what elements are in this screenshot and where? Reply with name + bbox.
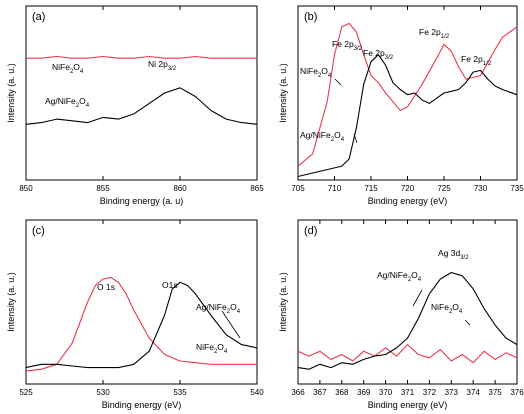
x-tick-label: 373 (445, 388, 459, 397)
x-tick-label: 375 (488, 388, 502, 397)
annotation-label: Fe 2p1/2 (419, 27, 450, 40)
x-tick-label: 530 (96, 388, 110, 397)
series-line-black (297, 271, 518, 370)
y-axis-label: Intensity (a. u.) (6, 272, 16, 332)
x-tick-label: 374 (467, 388, 481, 397)
plot-frame (25, 5, 258, 181)
x-tick-label: 376 (510, 388, 524, 397)
annotation-label: Ag/NiFe2O4 (196, 302, 241, 315)
annotation-label: Ag 3d3/2 (438, 248, 469, 261)
y-axis-label: Intensity (a. u.) (278, 272, 288, 332)
annotation-leader (464, 319, 471, 326)
x-tick-label: 370 (379, 388, 393, 397)
series-line-black (297, 54, 518, 178)
x-tick-label: 855 (96, 184, 110, 193)
annotation-label: O1s (162, 280, 178, 290)
series-line-black (25, 87, 258, 125)
x-tick-label: 535 (173, 388, 187, 397)
plot-frame (297, 5, 518, 181)
plot-frame (25, 219, 258, 385)
annotation-leader (412, 289, 423, 307)
panel-a: (a) 850 855 860 865 Binding energy (a. u) Inte… (6, 5, 264, 206)
x-tick-label: 367 (313, 388, 327, 397)
x-tick-label: 730 (474, 184, 488, 193)
annotation-label: Ni 2p3/2 (148, 59, 177, 72)
x-tick-label: 715 (364, 184, 378, 193)
annotation-label: NiFe2O4 (300, 66, 332, 79)
x-tick-label: 735 (510, 184, 524, 193)
x-axis-label: Binding energy (a. u) (100, 196, 184, 206)
x-tick-label: 540 (250, 388, 264, 397)
series-line-red (26, 55, 257, 59)
y-axis-label: Intensity (a. u.) (6, 63, 16, 123)
y-axis-label: Intensity (a. u.) (278, 63, 288, 123)
x-tick-label: 725 (437, 184, 451, 193)
x-tick-label: 865 (250, 184, 264, 193)
annotation-leader (353, 133, 358, 144)
panel-label: (a) (32, 11, 45, 23)
annotation-label: Ag/NiFe2O4 (377, 270, 422, 283)
x-tick-label: 372 (423, 388, 437, 397)
panel-b: (b) 705 710 715 720 725 730 735 Binding energy (… (278, 5, 524, 206)
x-tick-label: 366 (291, 388, 305, 397)
x-tick-label: 369 (357, 388, 371, 397)
annotation-label: O 1s (97, 282, 115, 292)
annotation-label: Fe 2p3/2 (332, 39, 363, 52)
annotation-label: Ag/NiFe2O4 (300, 130, 345, 143)
annotation-label: Fe 2p1/2 (461, 54, 492, 67)
x-tick-label: 525 (19, 388, 33, 397)
panel-d: (d) 366 367 368 369 370 371 372 373 374 375 376 Bind… (278, 219, 524, 410)
series-line-red (25, 276, 257, 372)
series-line-black (25, 281, 258, 369)
annotation-label: Fe 2p3/2 (363, 48, 394, 61)
x-tick-label: 368 (335, 388, 349, 397)
x-tick-label: 371 (401, 388, 415, 397)
panel-label: (c) (32, 225, 45, 237)
x-axis-label: Binding energy (eV) (368, 400, 448, 410)
x-axis-label: Binding energy (eV) (368, 196, 448, 206)
panel-c: (c) 525 530 535 540 Binding energy (eV) Intens… (6, 219, 264, 410)
x-axis-label: Binding energy (eV) (102, 400, 182, 410)
x-tick-label: 860 (173, 184, 187, 193)
annotation-label: Ag/NiFe2O4 (45, 96, 90, 109)
annotation-label: NiFe2O4 (431, 302, 463, 315)
annotation-leader (334, 78, 342, 86)
panel-label: (b) (304, 11, 317, 23)
annotation-leader (221, 310, 241, 339)
annotation-label: NiFe2O4 (52, 62, 84, 75)
x-tick-label: 720 (401, 184, 415, 193)
x-tick-label: 705 (291, 184, 305, 193)
annotation-label: NiFe2O4 (196, 342, 228, 355)
x-tick-label: 850 (19, 184, 33, 193)
x-tick-label: 710 (328, 184, 342, 193)
series-line-red (297, 344, 518, 364)
panel-label: (d) (304, 225, 317, 237)
